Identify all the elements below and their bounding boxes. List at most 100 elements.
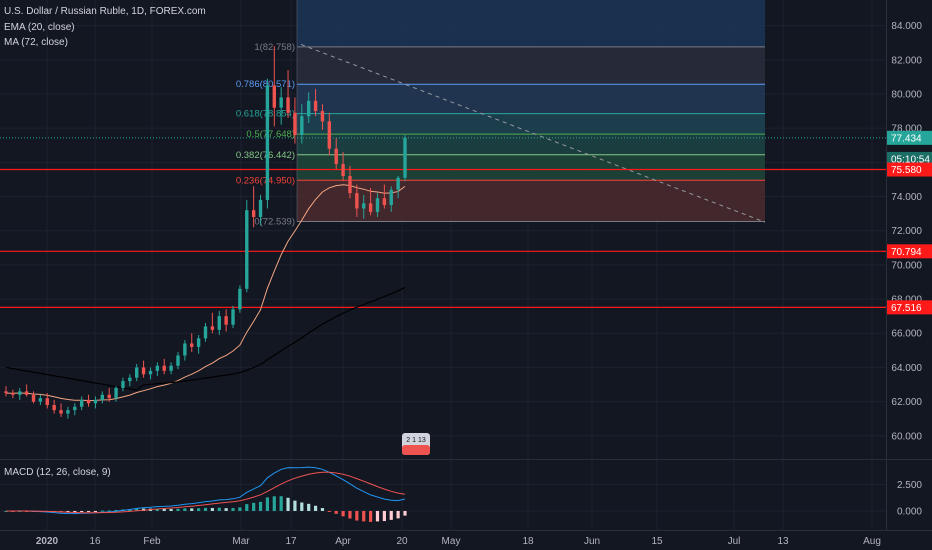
time-tick-label: Aug [863, 536, 881, 547]
candle [45, 393, 49, 409]
candle [348, 165, 352, 199]
candle [238, 285, 242, 313]
candle-body [362, 203, 366, 209]
candle [382, 184, 387, 209]
macd-histogram-bar [355, 510, 359, 521]
candle [176, 352, 180, 370]
candle [190, 333, 194, 353]
price-tick-label: 74.000 [891, 192, 922, 203]
candle [320, 104, 325, 130]
candle [24, 384, 29, 397]
candle-body [396, 177, 400, 190]
candle-body [238, 288, 242, 310]
price-tick-label: 60.000 [891, 431, 922, 442]
time-tick-label: 17 [285, 536, 297, 547]
candle [114, 386, 118, 402]
candle-body [265, 85, 270, 200]
price-badge: 77.434 [887, 130, 932, 145]
candle [73, 403, 77, 416]
candle-body [169, 365, 173, 371]
time-tick-label: Jun [584, 536, 600, 547]
candle-body [341, 164, 345, 177]
candle-body [334, 148, 338, 165]
macd-histogram-bar [396, 510, 400, 519]
candle-body [176, 355, 180, 366]
candle [355, 184, 359, 218]
macd-histogram-bar [197, 508, 201, 511]
candle [93, 396, 98, 409]
candle [38, 394, 43, 406]
macd-histogram-bar [327, 510, 331, 512]
candle-body [79, 399, 84, 407]
candle [141, 360, 146, 378]
macd-histogram-bar [93, 510, 98, 512]
price-badge-bg [887, 244, 932, 259]
candle-body [355, 193, 359, 209]
candle-body [389, 189, 393, 206]
macd-histogram-bar [334, 510, 338, 514]
candle-body [93, 399, 98, 404]
candle [245, 199, 249, 293]
ma-legend: MA (72, close) [4, 37, 68, 48]
fib-level-label: 0(72.539) [254, 216, 295, 227]
candle-body [375, 198, 380, 212]
macd-histogram-bar [362, 510, 366, 522]
macd-histogram-bar [375, 510, 380, 522]
candle [107, 387, 111, 402]
macd-histogram-bar [100, 510, 104, 512]
candle-body [306, 100, 311, 117]
candle [52, 399, 56, 414]
time-tick-label: 15 [651, 536, 663, 547]
candle [169, 362, 173, 375]
candle-body [162, 365, 166, 371]
candle-body [300, 116, 304, 136]
candle-body [293, 112, 297, 136]
candle [86, 394, 91, 407]
price-badge-label: 77.434 [891, 133, 922, 144]
candle [362, 194, 366, 219]
events-badge-label: 2 1 13 [406, 437, 426, 444]
macd-histogram-bar [80, 510, 84, 512]
candle [66, 406, 70, 419]
fib-zone [297, 154, 765, 181]
price-badge-bg [887, 300, 932, 315]
macd-histogram-bar [369, 510, 373, 522]
macd-histogram-bar [348, 510, 352, 519]
macd-legend: MACD (12, 26, close, 9) [4, 467, 111, 478]
candle [196, 334, 201, 354]
candle-body [135, 367, 139, 378]
candle-body [114, 387, 118, 399]
candle-body [73, 406, 77, 411]
candle-body [52, 405, 56, 411]
candle-body [272, 85, 276, 108]
price-tick-label: 72.000 [891, 226, 922, 237]
price-badge: 75.580 [887, 162, 932, 177]
price-tick-label: 64.000 [891, 363, 922, 374]
fib-level-label: 0.618(78.854) [236, 109, 295, 120]
time-tick-label: Feb [143, 536, 161, 547]
fib-level-label: 0.382(76.442) [236, 150, 295, 161]
candle [217, 311, 221, 335]
price-badge-label: 70.794 [891, 247, 922, 258]
candle-body [320, 111, 325, 122]
candle-body [382, 198, 387, 206]
macd-histogram-bar [162, 508, 166, 511]
macd-tick-label: 2.500 [897, 480, 922, 491]
candle [293, 97, 297, 144]
macd-histogram-bar [128, 509, 132, 511]
candle-body [196, 338, 201, 347]
candle-body [190, 343, 194, 347]
candle-body [86, 399, 91, 404]
candle-body [45, 398, 49, 406]
ema-line [5, 184, 406, 402]
candle [128, 374, 132, 387]
candle-body [107, 394, 111, 399]
candle-body [24, 391, 29, 395]
candle-body [258, 199, 263, 218]
macd-histogram-bar [252, 502, 256, 511]
macd-histogram-bar [307, 503, 311, 511]
macd-histogram-bar [210, 507, 214, 511]
macd-histogram-bar [169, 508, 173, 511]
